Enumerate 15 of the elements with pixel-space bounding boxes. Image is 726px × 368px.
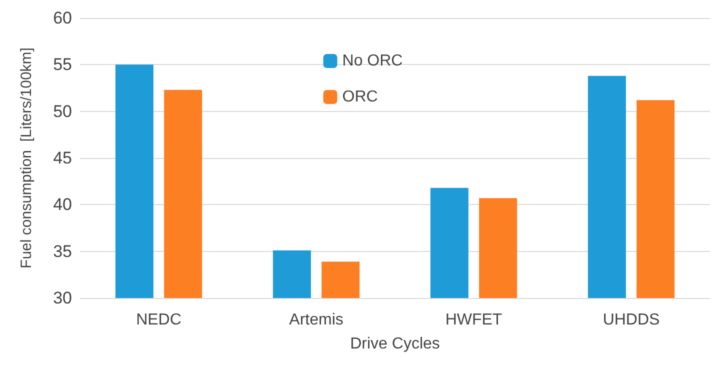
y-tick-label: 30 <box>53 288 72 308</box>
y-tick-label: 35 <box>53 242 72 261</box>
y-tick-label: 40 <box>53 195 72 214</box>
x-tick-label: HWFET <box>445 312 502 328</box>
x-tick-label: Artemis <box>289 312 344 328</box>
legend-label: ORC <box>342 88 378 106</box>
x-tick-label: UHDDS <box>602 312 660 328</box>
y-tick-label: 45 <box>53 148 72 168</box>
y-axis-title: Fuel consumption [Liters/100km] <box>18 48 35 268</box>
x-axis-title: Drive Cycles <box>350 336 440 352</box>
x-tick-label: NEDC <box>136 312 182 328</box>
y-tick-label: 55 <box>53 55 72 74</box>
y-tick-label: 50 <box>53 102 72 121</box>
y-tick-label: 60 <box>53 8 72 28</box>
legend-label: No ORC <box>342 52 403 70</box>
